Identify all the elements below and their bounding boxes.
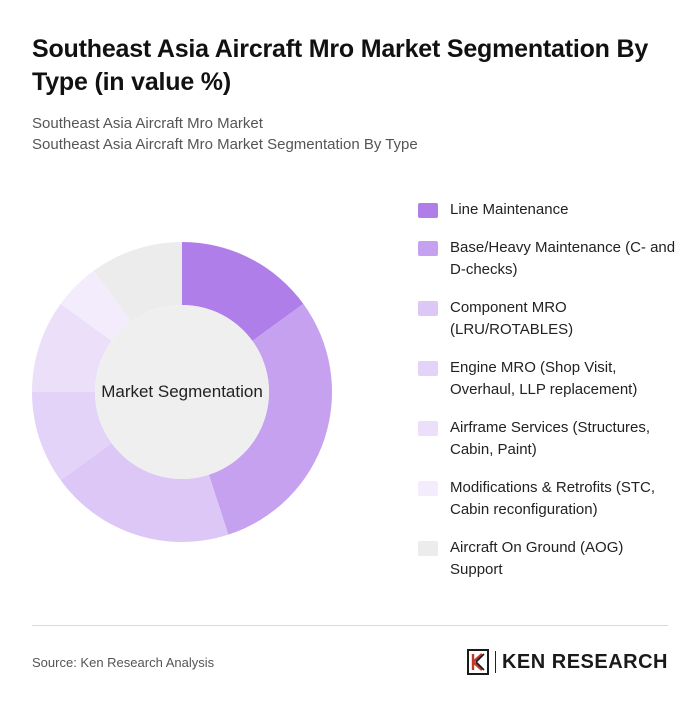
legend-item: Airframe Services (Structures, Cabin, Pa…	[418, 417, 678, 461]
legend-swatch	[418, 361, 438, 376]
ken-research-logo: KEN RESEARCH	[466, 649, 668, 675]
donut-slice	[32, 392, 112, 481]
donut-slice	[208, 303, 332, 535]
legend-item: Base/Heavy Maintenance (C- and D-checks)	[418, 237, 678, 281]
legend-item: Line Maintenance	[418, 199, 678, 221]
donut-slice	[32, 303, 112, 392]
chart-legend: Line Maintenance Base/Heavy Maintenance (…	[418, 199, 678, 597]
donut-svg	[32, 242, 332, 542]
legend-label: Component MRO (LRU/ROTABLES)	[450, 299, 574, 338]
legend-label: Aircraft On Ground (AOG) Support	[450, 539, 624, 578]
subtitle-line-1: Southeast Asia Aircraft Mro Market	[32, 115, 263, 132]
logo-wordmark: KEN RESEARCH	[501, 650, 668, 673]
legend-item: Aircraft On Ground (AOG) Support	[418, 537, 678, 581]
legend-item: Component MRO (LRU/ROTABLES)	[418, 297, 678, 341]
legend-label: Base/Heavy Maintenance (C- and D-checks)	[450, 239, 676, 278]
ken-research-logo-icon	[466, 649, 489, 675]
legend-label: Modifications & Retrofits (STC, Cabin re…	[450, 479, 656, 518]
subtitle-line-2: Southeast Asia Aircraft Mro Market Segme…	[32, 136, 418, 153]
logo-separator	[494, 651, 496, 673]
donut-hole	[95, 305, 269, 479]
legend-item: Engine MRO (Shop Visit, Overhaul, LLP re…	[418, 357, 678, 401]
legend-swatch	[418, 541, 438, 556]
donut-slice	[93, 242, 182, 322]
legend-swatch	[418, 241, 438, 256]
legend-label: Airframe Services (Structures, Cabin, Pa…	[450, 419, 651, 458]
legend-item: Modifications & Retrofits (STC, Cabin re…	[418, 477, 678, 521]
legend-label: Engine MRO (Shop Visit, Overhaul, LLP re…	[450, 359, 638, 398]
legend-swatch	[418, 203, 438, 218]
donut-slice	[182, 242, 304, 341]
legend-label: Line Maintenance	[450, 201, 569, 218]
legend-swatch	[418, 301, 438, 316]
footer-divider	[32, 625, 668, 626]
donut-chart	[30, 240, 334, 544]
source-note: Source: Ken Research Analysis	[32, 655, 215, 670]
donut-slice	[60, 443, 229, 542]
chart-title: Southeast Asia Aircraft Mro Market Segme…	[32, 35, 649, 96]
donut-slice	[60, 270, 131, 341]
legend-swatch	[418, 481, 438, 496]
legend-swatch	[418, 421, 438, 436]
chart-subtitle: Southeast Asia Aircraft Mro Market South…	[32, 113, 672, 155]
